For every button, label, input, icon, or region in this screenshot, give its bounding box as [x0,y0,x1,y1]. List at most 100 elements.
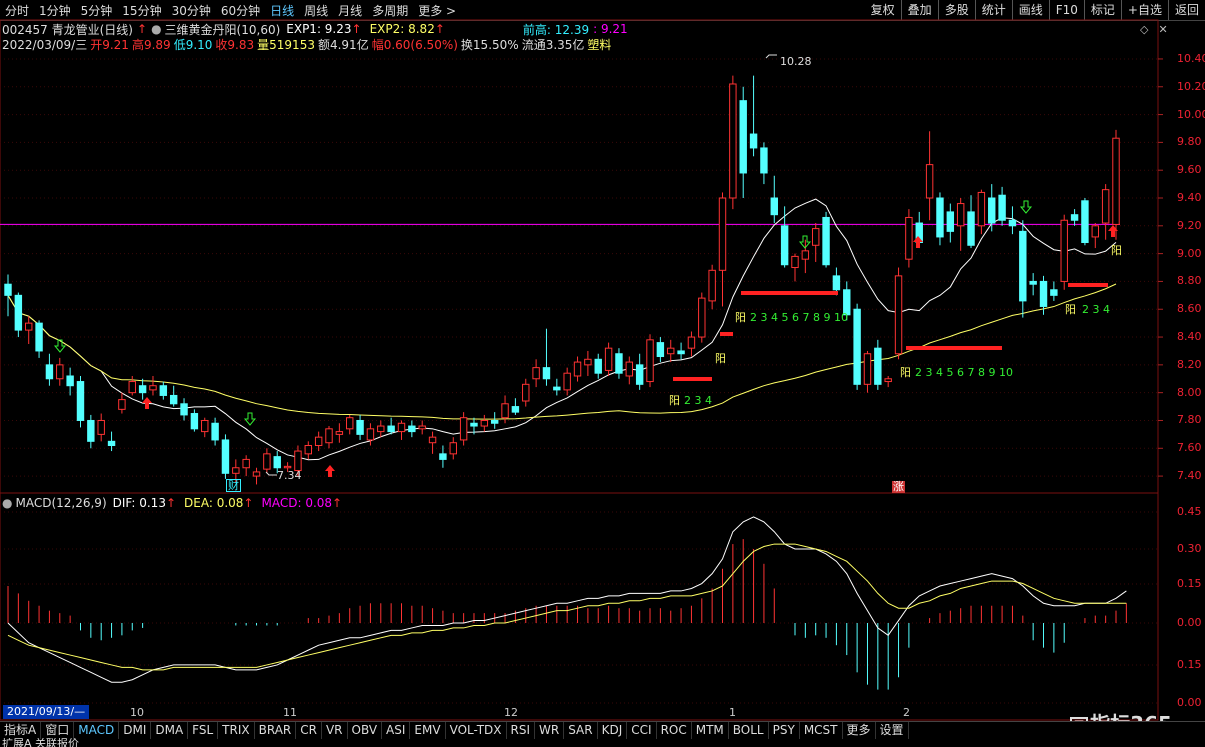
indicator-tab-7[interactable]: BRAR [255,722,297,739]
tool-button-7[interactable]: +自选 [1120,0,1168,20]
down-arrow-icon [53,339,67,353]
indicator-tab-4[interactable]: DMA [151,722,189,739]
tool-button-5[interactable]: F10 [1048,0,1084,20]
tool-button-0[interactable]: 复权 [870,3,895,17]
candle-body [1039,280,1048,307]
candle-body [45,364,54,380]
down-arrow-icon [798,235,812,249]
candle-body [625,361,634,377]
indicator-tab-19[interactable]: ROC [657,722,692,739]
candle-body [874,347,882,385]
indicator-tab-18[interactable]: CCI [627,722,657,739]
candle-body [615,353,623,374]
candle-body [1008,219,1017,227]
candle-body [532,367,540,380]
period-tab-9[interactable]: 多周期 [372,3,409,18]
period-tab-8[interactable]: 月线 [338,3,363,18]
candle-body [780,225,789,266]
indicator-tab-15[interactable]: WR [535,722,565,739]
indicator-tab-2[interactable]: MACD [74,722,120,739]
period-tab-5[interactable]: 60分钟 [220,3,261,18]
indicator-tab-17[interactable]: KDJ [598,722,628,739]
period-tab-10[interactable]: 更多 > [418,3,457,18]
tool-button-8[interactable]: 返回 [1167,0,1205,20]
candle-body [522,383,530,402]
period-tab-4[interactable]: 30分钟 [171,3,211,18]
tool-button-3[interactable]: 统计 [974,0,1012,20]
indicator-tab-13[interactable]: VOL-TDX [446,722,507,739]
period-tab-3[interactable]: 15分钟 [122,3,162,18]
candle-body [511,406,520,413]
candle-body [76,381,85,421]
sector-label[interactable]: 塑料 [587,37,612,52]
indicator-tab-0[interactable]: 指标A [0,722,42,739]
macd-name[interactable]: MACD(12,26,9) [15,495,107,510]
cai-marker[interactable]: 财 [226,479,241,492]
indicator-tab-12[interactable]: EMV [410,722,446,739]
period-tab-0[interactable]: 分时 [5,3,30,18]
zhang-marker[interactable]: 涨 [892,480,905,493]
price-tick-label: 7.80 [1177,413,1202,427]
macd-tick-label: 0.15 [1177,577,1202,590]
candle-body [698,297,706,338]
diamond-icon[interactable]: ◇ [1140,23,1149,36]
indicator-tab-16[interactable]: SAR [564,722,598,739]
indicator-tab-25[interactable]: 设置 [876,722,909,739]
candle-body [87,419,95,442]
candle-body [656,342,665,358]
candle-body [4,283,12,296]
date-label: 2022/03/09/三 [2,37,88,52]
low-pointer [265,471,277,476]
candle-body [708,269,716,302]
indicator-tab-9[interactable]: VR [322,722,348,739]
candle-body [159,385,168,396]
tool-button-2[interactable]: 多股 [937,0,975,20]
tool-button-4[interactable]: 画线 [1011,0,1049,20]
settings-icon[interactable]: ● [151,22,162,36]
settings-icon[interactable]: ● [2,495,13,510]
volume-label: 量519153 [257,37,315,52]
dif-line [7,516,1127,683]
up-arrow-icon [913,236,923,248]
period-tab-7[interactable]: 周线 [304,3,329,18]
period-tab-2[interactable]: 5分钟 [80,3,113,18]
period-tab-1[interactable]: 1分钟 [39,3,71,18]
tool-button-6[interactable]: 标记 [1083,0,1121,20]
macd-tick-label: 0.00 [1177,616,1202,629]
candle-body [169,394,178,405]
indicator-tab-3[interactable]: DMI [119,722,152,739]
float-label: 流通3.35亿 [521,37,585,52]
candle-body [791,255,799,269]
period-toolbar: 分时 1分钟 5分钟 15分钟 30分钟 60分钟 日线 周线 月线 多周期 更多 > 复权 叠加 多股… [0,0,1205,21]
candle-body [25,322,33,331]
indicator-tab-11[interactable]: ASI [382,722,411,739]
tool-button-1[interactable]: 叠加 [900,0,938,20]
indicator-tab-6[interactable]: TRIX [218,722,255,739]
candle-body [1029,280,1037,285]
indicator-tab-24[interactable]: 更多 [843,722,876,739]
exp1-value: EXP1: 9.23 [286,22,352,36]
indicator-tab-5[interactable]: FSL [188,722,219,739]
indicator-tab-21[interactable]: BOLL [729,722,769,739]
candle-body [252,471,261,477]
candle-body [211,422,219,441]
indicator-tab-14[interactable]: RSI [507,722,536,739]
indicator-tab-23[interactable]: MCST [800,722,843,739]
price-tick-label: 9.20 [1177,218,1202,232]
candle-body [118,399,126,410]
candle-body [294,450,302,472]
period-tab-6[interactable]: 日线 [270,3,295,18]
candle-body [677,350,685,355]
indicator-tab-22[interactable]: PSY [769,722,800,739]
amount-label: 额4.91亿 [317,37,369,52]
candle-body [749,133,758,149]
indicator-tab-10[interactable]: OBV [348,722,383,739]
candle-body [242,458,250,469]
indicator-tab-1[interactable]: 窗口 [41,722,75,739]
close-icon[interactable]: ✕ [1158,23,1168,36]
indicator-tab-8[interactable]: CR [296,722,322,739]
indicator-tab-20[interactable]: MTM [692,722,729,739]
